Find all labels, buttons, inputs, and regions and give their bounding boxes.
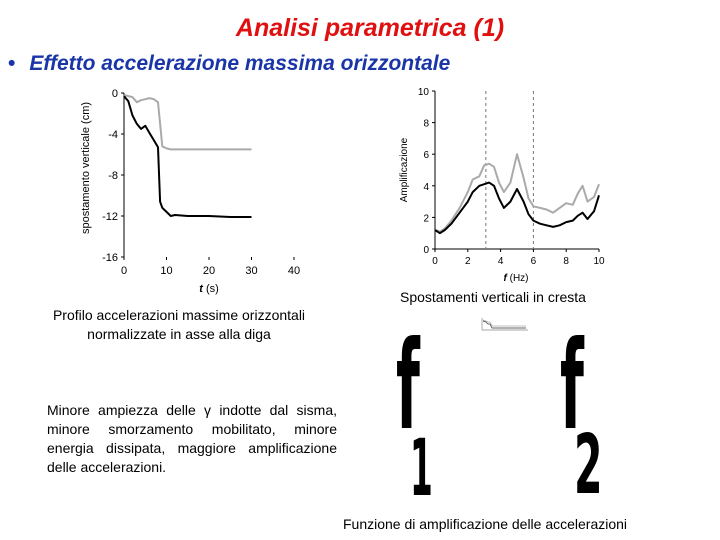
f1-subscript: 1 <box>410 424 433 514</box>
amplification-xtick-label: 6 <box>531 256 537 267</box>
displacement-xtick-label: 30 <box>245 265 257 277</box>
displacement-ylabel: spostamento verticale (cm) <box>80 102 92 234</box>
displacement-ytick-label: -8 <box>108 170 118 182</box>
amplification-xtick-label: 0 <box>432 256 438 267</box>
amplification-ytick-label: 4 <box>423 182 429 193</box>
displacement-ytick-label: -4 <box>108 129 118 141</box>
displacement-ytick-label: -16 <box>102 252 118 264</box>
bullet-text: Effetto accelerazione massima orizzontal… <box>29 52 451 75</box>
displacement-xtick-label: 10 <box>160 265 172 277</box>
displacement-series-line-2 <box>123 95 252 218</box>
displacement-xtick-label: 40 <box>288 265 300 277</box>
amplification-xtick-label: 10 <box>593 256 605 267</box>
amplification-series-line-2 <box>434 181 600 235</box>
explanation-paragraph: Minore ampiezza delle γ indotte dal sism… <box>47 402 337 475</box>
displacement-ytick-label: 0 <box>112 88 118 100</box>
displacement-ytick-label: -12 <box>102 211 118 223</box>
bullet-dot: • <box>8 52 16 75</box>
displacement-xlabel: t (s) <box>199 283 219 295</box>
slide-title: Analisi parametrica (1) <box>235 14 505 42</box>
amplification-series <box>434 153 600 235</box>
f2-letter: f <box>560 315 584 457</box>
amplification-ytick-label: 2 <box>423 213 429 224</box>
displacement-series-line-1 <box>123 94 252 151</box>
displacement-axes: 0-4-8-12-160 10 20 30 40 <box>102 88 300 277</box>
amplification-ylabel: Amplificazione <box>399 137 410 202</box>
amplification-ytick-label: 0 <box>423 245 429 256</box>
amplification-ytick-label: 6 <box>423 150 429 161</box>
f1-letter: f <box>396 315 420 457</box>
amplification-xlabel: f (Hz) <box>503 273 528 284</box>
bullet-heading: • Effetto accelerazione massima orizzonta… <box>8 52 450 76</box>
amplification-ytick-label: 10 <box>418 87 430 98</box>
displacement-series <box>123 94 252 218</box>
f2-subscript: 2 <box>574 418 603 513</box>
caption-vertical-displacements: Spostamenti verticali in cresta <box>400 289 586 305</box>
caption-amplification-function: Funzione di amplificazione delle acceler… <box>343 516 628 532</box>
thumbnail-chart <box>481 318 528 331</box>
displacement-xtick-label: 20 <box>203 265 215 277</box>
amplification-series-line-1 <box>434 153 600 233</box>
amplification-xtick-label: 8 <box>563 256 569 267</box>
caption-acceleration-profile: Profilo accelerazioni massime orizzontal… <box>52 307 306 342</box>
amplification-xtick-label: 2 <box>465 256 471 267</box>
amplification-axes: 0 2 4 6 8 10 0 2 4 6 8 10 <box>418 87 605 267</box>
amplification-ytick-label: 8 <box>423 119 429 130</box>
amplification-xtick-label: 4 <box>498 256 504 267</box>
displacement-xtick-label: 0 <box>121 265 127 277</box>
